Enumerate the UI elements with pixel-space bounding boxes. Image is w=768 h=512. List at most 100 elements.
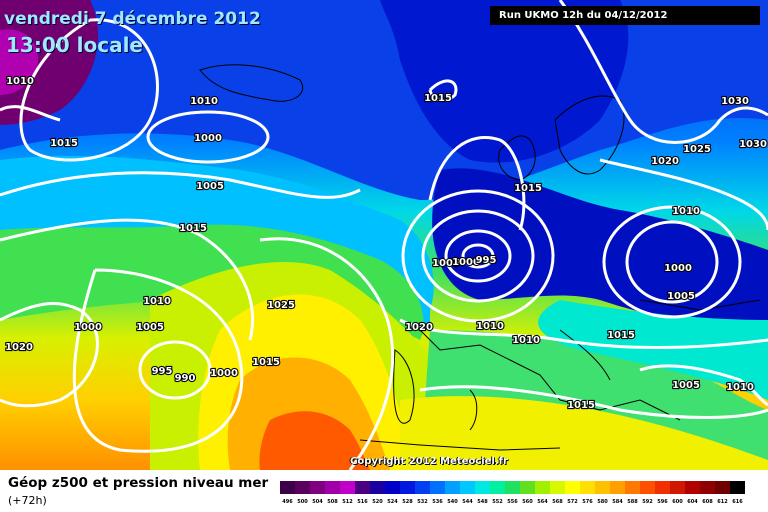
- isobar-label: 1010: [6, 76, 34, 87]
- scale-swatch: [715, 481, 730, 494]
- isobar-label: 1015: [567, 400, 595, 411]
- isobar-label: 1000: [194, 133, 222, 144]
- scale-swatch: [730, 481, 745, 494]
- color-scale: [280, 481, 745, 494]
- scale-label: 588: [627, 499, 638, 505]
- isobar-label: 1010: [476, 321, 504, 332]
- scale-swatch: [565, 481, 580, 494]
- zone-purple-core: [0, 29, 39, 95]
- scale-swatch: [475, 481, 490, 494]
- scale-swatch: [625, 481, 640, 494]
- scale-label: 520: [372, 499, 383, 505]
- scale-label: 596: [657, 499, 668, 505]
- isobar-label: 1030: [739, 139, 767, 150]
- isobar-label: 990: [175, 373, 196, 384]
- scale-label: 544: [462, 499, 473, 505]
- isobar-label: 1015: [424, 93, 452, 104]
- scale-label: 528: [402, 499, 413, 505]
- run-info-box: Run UKMO 12h du 04/12/2012: [490, 6, 760, 25]
- isobar-label: 1005: [136, 322, 164, 333]
- scale-label: 500: [297, 499, 308, 505]
- zone-cyan-east: [538, 300, 768, 400]
- scale-label: 524: [387, 499, 398, 505]
- scale-label: 540: [447, 499, 458, 505]
- isobar-labels: 1010101510101000100510151015101510301025…: [4, 75, 768, 412]
- scale-swatch: [385, 481, 400, 494]
- scale-swatch: [400, 481, 415, 494]
- zone-yellow-east: [400, 396, 768, 470]
- isobar-label: 1025: [267, 300, 295, 311]
- scale-label: 616: [732, 499, 743, 505]
- isobar-label: 1005: [667, 291, 695, 302]
- scale-label: 580: [597, 499, 608, 505]
- zone-dark-blue-low: [432, 168, 768, 324]
- legend-title: Géop z500 et pression niveau mer: [8, 475, 269, 491]
- isobar-label: 1000: [452, 257, 480, 268]
- scale-swatch: [370, 481, 385, 494]
- scale-label: 572: [567, 499, 578, 505]
- copyright-text: Copyright 2012 Meteociel.fr: [350, 456, 508, 467]
- isobar-label: 1010: [672, 206, 700, 217]
- scale-label: 548: [477, 499, 488, 505]
- scale-label: 584: [612, 499, 623, 505]
- isobar-label: 1005: [432, 258, 460, 269]
- scale-swatch: [310, 481, 325, 494]
- scale-label: 496: [282, 499, 293, 505]
- isobar-label: 1030: [721, 96, 749, 107]
- scale-swatch: [685, 481, 700, 494]
- map-date-title: vendredi 7 décembre 2012: [4, 9, 261, 29]
- scale-swatch: [535, 481, 550, 494]
- scale-swatch: [490, 481, 505, 494]
- scale-label: 560: [522, 499, 533, 505]
- isobar-label: 1000: [74, 322, 102, 333]
- color-scale-labels: 496 500 504 508 512 516 520 524 528 532 536 540 544 5…: [280, 499, 745, 505]
- scale-swatch: [280, 481, 295, 494]
- isobar-label: 1010: [726, 382, 754, 393]
- isobar-label: 1020: [651, 156, 679, 167]
- isobar-label: 1020: [405, 322, 433, 333]
- scale-label: 604: [687, 499, 698, 505]
- scale-swatch: [610, 481, 625, 494]
- scale-swatch: [700, 481, 715, 494]
- scale-label: 612: [717, 499, 728, 505]
- scale-label: 576: [582, 499, 593, 505]
- scale-label: 508: [327, 499, 338, 505]
- scale-swatch: [655, 481, 670, 494]
- isobar-label: 1020: [5, 342, 33, 353]
- isobar-label: 995: [476, 255, 497, 266]
- isobar-label: 1015: [179, 223, 207, 234]
- scale-swatch: [505, 481, 520, 494]
- isobar-label: 1010: [190, 96, 218, 107]
- scale-swatch: [520, 481, 535, 494]
- zone-red: [259, 411, 370, 470]
- isobar-label: 995: [152, 366, 173, 377]
- scale-swatch: [430, 481, 445, 494]
- legend-footer: Géop z500 et pression niveau mer (+72h) …: [0, 470, 768, 512]
- scale-swatch: [415, 481, 430, 494]
- scale-label: 592: [642, 499, 653, 505]
- scale-label: 532: [417, 499, 428, 505]
- scale-label: 564: [537, 499, 548, 505]
- scale-label: 608: [702, 499, 713, 505]
- isobar-label: 1000: [210, 368, 238, 379]
- coastlines: [199, 64, 761, 451]
- scale-label: 568: [552, 499, 563, 505]
- isobar-label: 1015: [50, 138, 78, 149]
- scale-label: 512: [342, 499, 353, 505]
- map-time-title: 13:00 locale: [6, 33, 143, 57]
- scale-label: 552: [492, 499, 503, 505]
- scale-swatch: [340, 481, 355, 494]
- isobar-label: 1015: [514, 183, 542, 194]
- isobar-label: 1005: [672, 380, 700, 391]
- scale-swatch: [295, 481, 310, 494]
- zone-deep-blue-north: [380, 0, 629, 163]
- scale-label: 556: [507, 499, 518, 505]
- isobar-lines: [0, 0, 768, 470]
- scale-swatch: [670, 481, 685, 494]
- scale-swatch: [595, 481, 610, 494]
- scale-swatch: [580, 481, 595, 494]
- scale-swatch: [355, 481, 370, 494]
- scale-label: 504: [312, 499, 323, 505]
- isobar-label: 1010: [143, 296, 171, 307]
